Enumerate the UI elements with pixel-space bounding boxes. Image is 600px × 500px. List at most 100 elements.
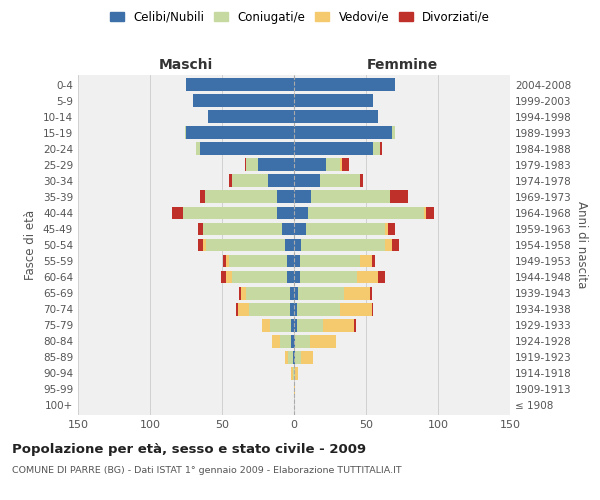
Bar [258,158,294,171]
Bar [286,238,294,252]
Bar [297,319,323,332]
Bar [340,158,341,171]
Bar [392,238,399,252]
Bar [183,206,277,220]
Bar [287,270,294,283]
Bar [197,222,203,235]
Bar [385,222,388,235]
Bar [294,254,300,268]
Bar [294,286,298,300]
Bar [294,142,373,155]
Bar [300,254,360,268]
Bar [341,158,349,171]
Bar [277,206,294,220]
Bar [185,126,186,139]
Bar [310,335,336,347]
Bar [239,286,241,300]
Bar [355,319,356,332]
Bar [294,270,300,283]
Bar [247,158,258,171]
Bar [277,190,294,203]
Bar [294,78,395,91]
Bar [297,302,340,316]
Bar [360,254,372,268]
Bar [326,158,340,171]
Text: COMUNE DI PARRE (BG) - Dati ISTAT 1° gennaio 2009 - Elaborazione TUTTITALIA.IT: COMUNE DI PARRE (BG) - Dati ISTAT 1° gen… [12,466,401,475]
Bar [241,286,247,300]
Bar [320,174,360,188]
Bar [205,190,277,203]
Bar [268,174,294,188]
Bar [294,110,377,123]
Bar [300,270,358,283]
Bar [388,222,395,235]
Bar [232,270,287,283]
Bar [221,270,226,283]
Bar [196,142,200,155]
Bar [247,286,290,300]
Bar [370,286,372,300]
Bar [245,158,247,171]
Bar [344,286,370,300]
Bar [287,254,294,268]
Bar [311,190,391,203]
Bar [377,270,385,283]
Bar [392,126,395,139]
Bar [269,319,291,332]
Bar [305,222,385,235]
Bar [293,351,294,364]
Bar [295,367,298,380]
Bar [200,142,294,155]
Bar [301,238,385,252]
Bar [208,110,294,123]
Bar [372,254,374,268]
Bar [294,302,297,316]
Bar [294,351,295,364]
Bar [372,302,373,316]
Bar [226,270,232,283]
Bar [295,351,301,364]
Bar [223,254,226,268]
Bar [232,174,268,188]
Bar [262,319,269,332]
Bar [295,335,310,347]
Bar [294,383,295,396]
Bar [229,254,287,268]
Bar [294,158,326,171]
Bar [200,190,205,203]
Bar [291,335,294,347]
Bar [301,351,313,364]
Bar [391,190,408,203]
Bar [286,351,288,364]
Y-axis label: Fasce di età: Fasce di età [25,210,37,280]
Bar [226,254,229,268]
Bar [203,238,206,252]
Bar [360,174,363,188]
Bar [172,206,183,220]
Bar [206,238,286,252]
Text: Maschi: Maschi [159,58,213,72]
Bar [193,94,294,107]
Bar [298,286,344,300]
Bar [380,142,382,155]
Bar [229,174,232,188]
Bar [385,238,392,252]
Bar [424,206,427,220]
Bar [290,286,294,300]
Bar [294,238,301,252]
Bar [294,206,308,220]
Bar [238,302,250,316]
Bar [294,126,392,139]
Bar [197,238,203,252]
Bar [203,222,283,235]
Bar [294,174,320,188]
Bar [291,319,294,332]
Bar [308,206,424,220]
Bar [186,78,294,91]
Bar [373,142,380,155]
Bar [293,367,294,380]
Bar [280,335,291,347]
Text: Popolazione per età, sesso e stato civile - 2009: Popolazione per età, sesso e stato civil… [12,442,366,456]
Bar [340,302,372,316]
Bar [294,319,297,332]
